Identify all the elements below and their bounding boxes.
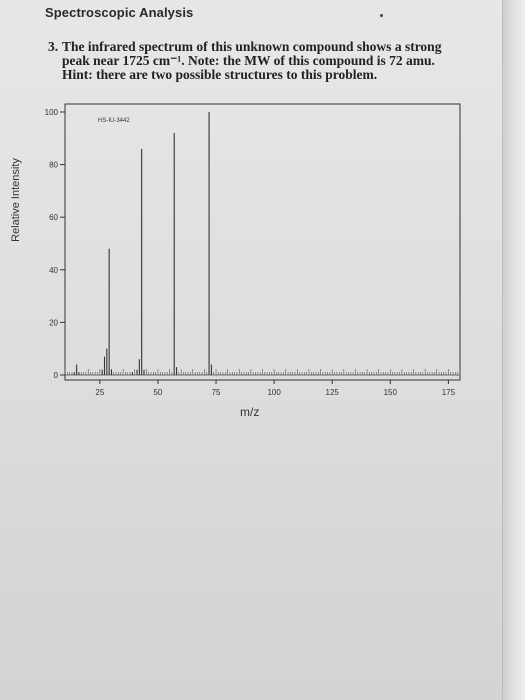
x-tick-label: 50: [153, 388, 162, 397]
y-tick-label: 60: [49, 213, 58, 222]
spectrum-peaks: [73, 112, 212, 375]
page-header: Spectroscopic Analysis: [45, 5, 194, 20]
y-tick-label: 40: [49, 266, 58, 275]
x-tick-label: 25: [95, 388, 104, 397]
x-axis-label: m/z: [240, 405, 260, 419]
x-tick-label: 125: [326, 388, 340, 397]
y-tick-label: 80: [49, 161, 58, 170]
mass-spectrum-chart: 25 50 75 100 125 150 175 0 20 40 60 80 100 HS-IU-34…: [45, 103, 461, 397]
x-tick-label: 150: [384, 388, 398, 397]
x-tick-label: 100: [267, 388, 281, 397]
worksheet-page: [0, 0, 505, 700]
question-text: The infrared spectrum of this unknown co…: [62, 39, 442, 82]
y-tick-marks: 0 20 40 60 80 100: [45, 108, 65, 380]
x-tick-label: 75: [212, 388, 221, 397]
plot-frame: [64, 103, 461, 381]
question-number: 3.: [48, 39, 59, 54]
x-tick-label: 175: [442, 388, 456, 397]
y-tick-label: 0: [54, 371, 59, 380]
speck: [380, 14, 383, 17]
y-tick-label: 100: [45, 108, 59, 117]
y-tick-label: 20: [49, 318, 58, 327]
spectrum-id-annotation: HS-IU-3442: [98, 118, 130, 124]
x-tick-marks: 25 50 75 100 125 150 175: [64, 369, 461, 397]
question-block: 3. The infrared spectrum of this unknown…: [48, 40, 468, 82]
page-binding-edge: [502, 0, 525, 700]
